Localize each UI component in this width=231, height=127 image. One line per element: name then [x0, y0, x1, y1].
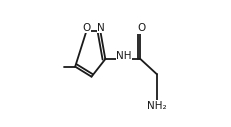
Text: NH₂: NH₂ — [146, 101, 166, 111]
Text: O: O — [82, 23, 90, 33]
Text: O: O — [137, 23, 145, 33]
Text: NH: NH — [116, 51, 131, 61]
Text: N: N — [97, 23, 104, 33]
